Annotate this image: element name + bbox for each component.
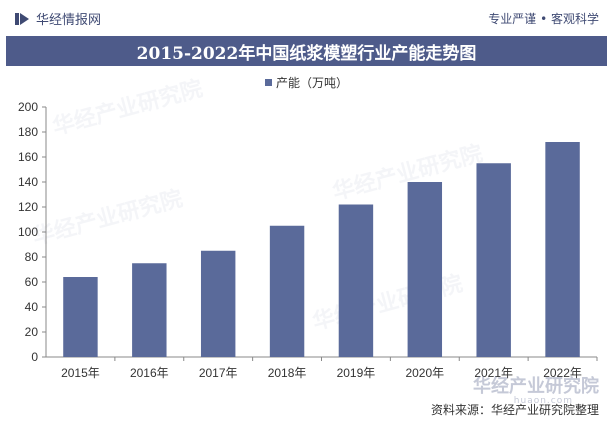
bar-2017年 bbox=[200, 250, 236, 357]
brand-logo-icon bbox=[15, 12, 29, 25]
y-tick-label: 200 bbox=[18, 100, 38, 114]
y-tick-label: 160 bbox=[18, 150, 38, 164]
top-bar: 华经情报网 专业严谨 • 客观科学 bbox=[0, 0, 613, 36]
x-tick-label: 2017年 bbox=[199, 366, 238, 380]
y-tick-label: 0 bbox=[31, 350, 38, 364]
y-tick-label: 40 bbox=[25, 300, 39, 314]
bar-2018年 bbox=[269, 225, 305, 357]
y-tick-label: 80 bbox=[25, 250, 39, 264]
y-tick-label: 180 bbox=[18, 125, 38, 139]
bar-2015年 bbox=[63, 277, 98, 357]
x-tick-label: 2019年 bbox=[337, 366, 376, 380]
watermark-corner: 华经产业研究院 bbox=[473, 376, 599, 397]
source-note: 资料来源：华经产业研究院整理 bbox=[430, 403, 599, 417]
x-tick-label: 2018年 bbox=[268, 366, 307, 380]
brand-name: 华经情报网 bbox=[36, 13, 102, 28]
y-tick-label: 100 bbox=[18, 225, 38, 239]
bar-2019年 bbox=[338, 204, 374, 357]
bar-2020年 bbox=[407, 182, 443, 357]
y-tick-label: 140 bbox=[18, 175, 38, 189]
slogan: 专业严谨 • 客观科学 bbox=[488, 12, 599, 26]
chart-legend: 产能（万吨） bbox=[0, 74, 613, 91]
chart-title: 2015-2022年中国纸浆模塑行业产能走势图 bbox=[136, 43, 477, 64]
legend-label: 产能（万吨） bbox=[275, 76, 348, 90]
x-tick-label: 2016年 bbox=[130, 366, 169, 380]
chart-title-bar: 2015-2022年中国纸浆模塑行业产能走势图 bbox=[6, 36, 607, 66]
y-tick-label: 20 bbox=[25, 325, 39, 339]
bar-2021年 bbox=[476, 163, 511, 357]
x-tick-label: 2022年 bbox=[543, 366, 582, 380]
x-tick-label: 2015年 bbox=[61, 366, 100, 380]
y-tick-label: 60 bbox=[25, 275, 39, 289]
y-tick-label: 120 bbox=[18, 200, 38, 214]
legend-swatch bbox=[264, 79, 272, 86]
brand: 华经情报网 bbox=[14, 9, 101, 28]
watermark-url: huaon.com bbox=[513, 396, 573, 406]
x-tick-label: 2020年 bbox=[405, 366, 444, 380]
bar-2022年 bbox=[545, 142, 580, 357]
bar-2016年 bbox=[132, 263, 167, 357]
x-tick-label: 2021年 bbox=[474, 366, 513, 380]
